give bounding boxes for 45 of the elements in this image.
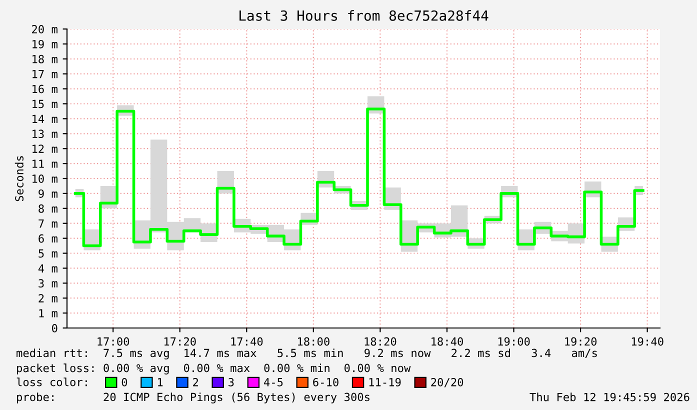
y-tick-label: 15 m	[32, 100, 58, 108]
y-tick-label: 5 m	[38, 249, 58, 258]
legend-label: 11-19	[369, 378, 401, 386]
x-tick-label: 18:40	[432, 337, 463, 346]
x-tick-label: 19:40	[632, 337, 664, 346]
y-tick-label: 17 m	[32, 70, 58, 78]
y-tick-label: 18 m	[32, 54, 58, 64]
y-tick-label: 6 m	[38, 234, 58, 243]
y-tick-label: 10 m	[32, 174, 58, 183]
text: packet loss: 0.00 % avg 0.00 % max 0.00 % min 0.00 % now	[17, 364, 411, 374]
x-tick-label: 19:00	[498, 337, 530, 346]
y-tick-label: 13 m	[32, 130, 58, 138]
x-tick-label: 18:20	[364, 337, 396, 346]
legend-label: 20/20	[431, 378, 464, 388]
y-tick-label: 2 m	[38, 294, 58, 302]
text: probe: 20 ICMP Echo Pings (56 Bytes) every 300s	[17, 392, 370, 404]
legend-label: 4-5	[264, 378, 283, 386]
legend-title: loss color:	[16, 378, 87, 386]
legend-label: 2	[193, 378, 198, 386]
y-tick-label: 4 m	[38, 264, 58, 272]
text: median rtt: 7.5 ms avg 14.7 ms max 5.5 ms min 9.2 ms now 2.2 ms sd 3.4 am/s	[16, 348, 597, 360]
y-tick-label: 1 m	[39, 309, 58, 318]
y-tick-label: 0	[52, 324, 58, 332]
x-tick-label: 18:00	[298, 337, 330, 346]
y-tick-label: 8 m	[38, 204, 58, 213]
y-tick-label: 16 m	[32, 84, 58, 94]
chart-title: Last 3 Hours from 8ec752a28f44	[240, 10, 488, 21]
x-tick-label: 17:00	[98, 337, 130, 346]
y-tick-label: 12 m	[32, 144, 58, 153]
y-tick-label: 11 m	[32, 160, 58, 168]
y-axis-title: Seconds	[14, 156, 24, 202]
y-tick-label: 3 m	[38, 279, 58, 288]
x-tick-label: 19:20	[565, 337, 597, 346]
y-tick-label: 14 m	[32, 114, 58, 123]
legend-label: 0	[122, 378, 128, 386]
x-tick-label: 17:20	[164, 337, 196, 346]
legend-label: 1	[158, 378, 163, 386]
x-tick-label: 17:40	[231, 337, 263, 346]
y-tick-label: 9 m	[38, 189, 58, 198]
legend-label: 3	[228, 378, 234, 386]
y-tick-label: 7 m	[38, 220, 58, 228]
text: Thu Feb 12 19:45:59 2026	[530, 392, 690, 402]
y-tick-label: 20 m	[32, 25, 58, 34]
y-tick-label: 19 m	[32, 40, 58, 48]
legend-label: 6-10	[313, 378, 338, 386]
